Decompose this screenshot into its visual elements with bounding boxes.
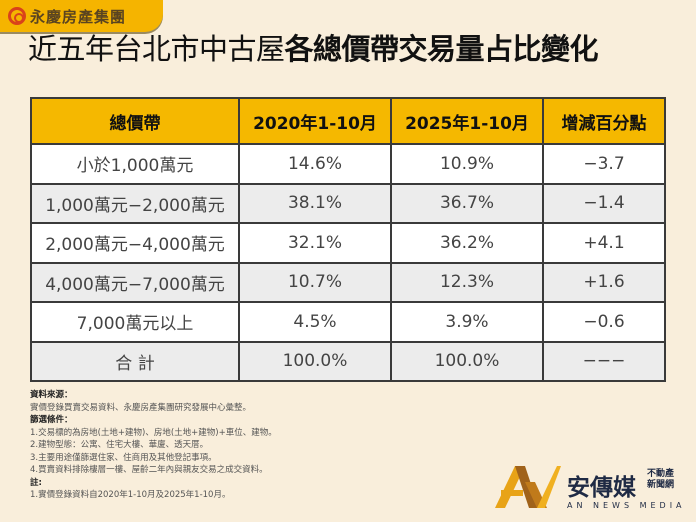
table-cell: 38.1%	[238, 182, 392, 224]
title-regular: 近五年台北市中古屋	[28, 32, 285, 66]
media-sub1: 不動產	[647, 469, 675, 479]
table-cell: 3.9%	[390, 301, 544, 343]
table-row: 小於1,000萬元 14.6% 10.9% −3.7	[30, 143, 666, 185]
header-cell: 總價帶	[30, 97, 240, 145]
media-logo: 安傳媒 不動產 新聞網 AN NEWS MEDIA	[495, 462, 690, 517]
table-row: 1,000萬元−2,000萬元 38.1% 36.7% −1.4	[30, 182, 666, 224]
header-cell: 2025年1-10月	[390, 97, 544, 145]
filter-item: 1.交易標的為房地(土地+建物)、房地(土地+建物)+車位、建物。	[30, 427, 277, 438]
table-cell: 10.9%	[390, 143, 544, 185]
table-row: 7,000萬元以上 4.5% 3.9% −0.6	[30, 301, 666, 343]
note-text: 1.實價登錄資料自2020年1-10月及2025年1-10月。	[30, 490, 231, 500]
table-row: 4,000萬元−7,000萬元 10.7% 12.3% +1.6	[30, 261, 666, 303]
media-sub: 不動產 新聞網	[647, 469, 674, 491]
table-cell: −0.6	[542, 301, 666, 343]
table-cell: 10.7%	[238, 261, 392, 303]
table-cell: 7,000萬元以上	[30, 301, 240, 343]
table-header-row: 總價帶 2020年1-10月 2025年1-10月 增減百分點	[30, 97, 666, 145]
table-cell: 12.3%	[390, 261, 544, 303]
table-cell: 14.6%	[238, 143, 392, 185]
media-name-en: AN NEWS MEDIA	[567, 501, 686, 510]
table-cell: +1.6	[542, 261, 666, 303]
title-bold: 各總價帶交易量占比變化	[284, 32, 599, 66]
source-text: 實價登錄買賣交易資料、永慶房產集團研究發展中心彙整。	[30, 402, 252, 413]
brand-logo: 永慶房產集團	[0, 0, 163, 32]
table-cell: −3.7	[542, 143, 666, 185]
brand-ring-icon	[8, 7, 26, 25]
header-cell: 2020年1-10月	[238, 97, 392, 145]
table-cell: 4.5%	[238, 301, 392, 343]
table-cell: 小於1,000萬元	[30, 143, 240, 185]
table-cell: 32.1%	[238, 222, 392, 264]
source-label: 資料來源：	[30, 390, 73, 400]
table-cell: 36.2%	[390, 222, 544, 264]
media-name-cn: 安傳媒	[567, 475, 636, 501]
table-row: 2,000萬元−4,000萬元 32.1% 36.2% +4.1	[30, 222, 666, 264]
price-band-table: 總價帶 2020年1-10月 2025年1-10月 增減百分點 小於1,000萬…	[30, 97, 666, 382]
filter-item: 2.建物型態：公寓、住宅大樓、華廈、透天厝。	[30, 440, 209, 450]
page-title: 近五年台北市中古屋各總價帶交易量占比變化	[28, 26, 599, 68]
notes: 資料來源： 實價登錄買賣交易資料、永慶房產集團研究發展中心彙整。 篩選條件： 1…	[30, 389, 277, 502]
table-cell: 100.0%	[390, 340, 544, 382]
table-cell: +4.1	[542, 222, 666, 264]
media-sub2: 新聞網	[647, 480, 675, 490]
brand-name: 永慶房產集團	[30, 7, 127, 26]
table-cell: 2,000萬元−4,000萬元	[30, 222, 240, 264]
table-cell: 4,000萬元−7,000萬元	[30, 261, 240, 303]
table-cell: −1.4	[542, 182, 666, 224]
filter-item: 4.買賣資料排除樓層一樓、屋齡二年內與親友交易之成交資料。	[30, 465, 268, 475]
filter-label: 篩選條件：	[30, 415, 73, 425]
table-cell: 36.7%	[390, 182, 544, 224]
an-logo-icon	[495, 466, 561, 508]
table-cell: 合 計	[30, 340, 240, 382]
table-cell: 100.0%	[238, 340, 392, 382]
header-cell: 增減百分點	[542, 97, 666, 145]
note-label: 註:	[30, 477, 42, 488]
table-row: 合 計 100.0% 100.0% −−−	[30, 340, 666, 382]
table-cell: −−−	[542, 340, 666, 382]
filter-item: 3.主要用途僅篩選住家、住商用及其他登記事項。	[30, 452, 217, 463]
table-cell: 1,000萬元−2,000萬元	[30, 182, 240, 224]
